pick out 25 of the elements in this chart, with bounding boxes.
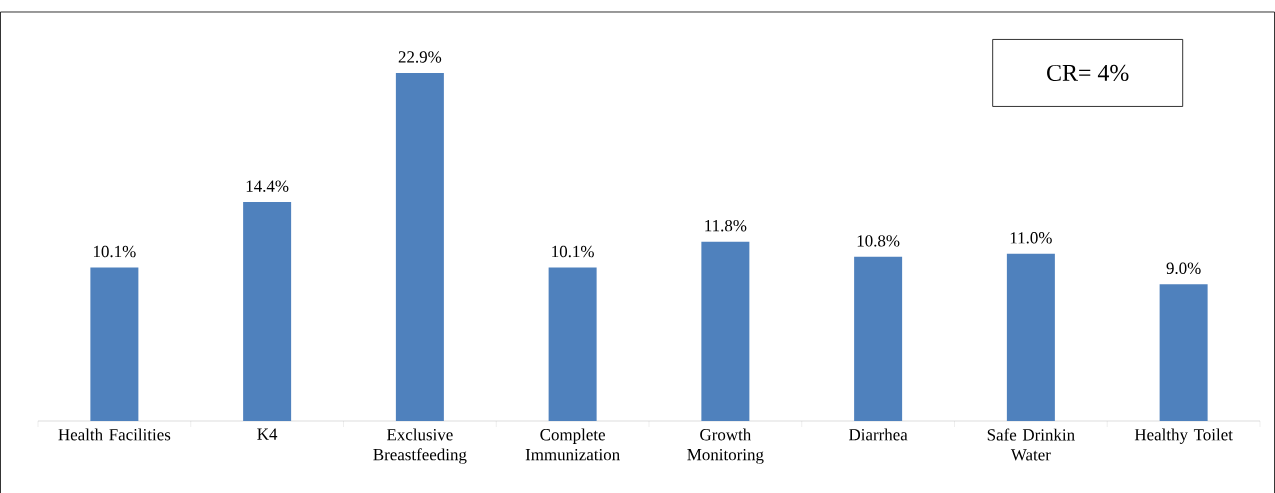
x-tick-label: Exclusive Breastfeeding: [373, 428, 467, 464]
data-label: 10.1%: [552, 245, 594, 258]
data-label: 10.8%: [857, 235, 900, 247]
data-label: 11.8%: [705, 219, 747, 232]
annotation: CR= 4%: [1047, 64, 1129, 82]
x-tick-label: Growth Monitoring: [687, 428, 764, 464]
bar: [90, 267, 139, 421]
x-tick-label: Health Facilities: [58, 428, 171, 441]
data-label: 22.9%: [398, 51, 442, 63]
data-label: 11.0%: [1010, 232, 1052, 244]
bar: [1006, 253, 1055, 421]
x-tick-label: Healthy Toilet: [1134, 428, 1233, 444]
bar: [548, 267, 597, 421]
x-tick-label: Complete Immunization: [525, 428, 620, 461]
bar: [701, 241, 750, 421]
bar: [243, 202, 292, 421]
bar: [1159, 284, 1208, 421]
x-tick-label: K4: [257, 428, 278, 440]
x-tick-label: Safe Drinkin Water: [987, 428, 1075, 461]
bar: [854, 256, 903, 421]
data-label: 10.1%: [93, 245, 136, 258]
data-label: 14.4%: [246, 180, 289, 192]
x-tick-label: Diarrhea: [848, 428, 908, 441]
bar: [395, 72, 444, 421]
data-label: 9.0%: [1166, 262, 1201, 274]
